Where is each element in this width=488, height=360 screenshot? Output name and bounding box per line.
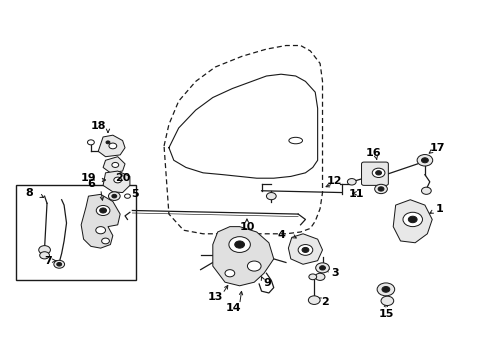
Text: 8: 8 <box>25 188 33 198</box>
Text: 11: 11 <box>348 189 364 199</box>
Circle shape <box>374 184 386 194</box>
Text: 1: 1 <box>435 204 443 214</box>
Text: 20: 20 <box>115 173 130 183</box>
Circle shape <box>124 194 130 198</box>
Bar <box>16 185 136 280</box>
Circle shape <box>102 238 109 244</box>
Text: 14: 14 <box>225 303 241 313</box>
Circle shape <box>298 244 312 255</box>
Text: 13: 13 <box>207 292 223 302</box>
Polygon shape <box>103 171 130 193</box>
Circle shape <box>377 187 383 191</box>
Polygon shape <box>103 157 125 173</box>
Circle shape <box>106 141 110 144</box>
Text: 3: 3 <box>330 268 338 278</box>
Circle shape <box>315 263 329 273</box>
Text: 15: 15 <box>377 309 393 319</box>
Circle shape <box>39 246 50 254</box>
Polygon shape <box>392 200 431 243</box>
Circle shape <box>371 168 384 177</box>
Circle shape <box>266 193 276 200</box>
Circle shape <box>57 262 61 266</box>
Circle shape <box>402 212 422 226</box>
Text: 6: 6 <box>87 179 95 189</box>
Circle shape <box>96 226 105 234</box>
Circle shape <box>247 261 261 271</box>
Polygon shape <box>212 226 273 286</box>
Circle shape <box>407 216 416 223</box>
Circle shape <box>346 179 355 185</box>
Circle shape <box>315 273 325 280</box>
Text: 9: 9 <box>263 278 270 288</box>
Text: 2: 2 <box>321 297 328 307</box>
Ellipse shape <box>288 137 302 144</box>
Text: 19: 19 <box>81 173 96 183</box>
Text: 5: 5 <box>131 189 138 199</box>
Circle shape <box>376 283 394 296</box>
Circle shape <box>109 143 117 149</box>
Circle shape <box>112 162 119 167</box>
Text: 7: 7 <box>44 256 52 266</box>
Circle shape <box>108 192 120 201</box>
Text: 12: 12 <box>326 176 342 186</box>
Circle shape <box>421 187 430 194</box>
Text: 16: 16 <box>365 148 381 158</box>
Circle shape <box>96 206 110 216</box>
Text: 17: 17 <box>428 143 444 153</box>
Polygon shape <box>81 194 120 248</box>
Circle shape <box>308 296 320 305</box>
Circle shape <box>308 274 316 280</box>
Circle shape <box>380 296 393 306</box>
Circle shape <box>319 266 325 270</box>
Circle shape <box>421 158 427 163</box>
Circle shape <box>114 177 122 183</box>
Text: 18: 18 <box>90 121 106 131</box>
Text: 4: 4 <box>277 230 285 240</box>
Text: 10: 10 <box>239 222 254 231</box>
Circle shape <box>54 260 64 268</box>
Polygon shape <box>288 234 322 264</box>
Circle shape <box>234 241 244 248</box>
Circle shape <box>40 252 49 259</box>
Circle shape <box>416 154 432 166</box>
Circle shape <box>100 208 106 213</box>
Polygon shape <box>98 135 125 157</box>
Circle shape <box>87 140 94 145</box>
Circle shape <box>228 237 250 252</box>
Circle shape <box>112 194 117 198</box>
Circle shape <box>375 171 381 175</box>
FancyBboxPatch shape <box>361 162 387 185</box>
Circle shape <box>381 287 389 292</box>
Circle shape <box>224 270 234 277</box>
Circle shape <box>302 247 308 252</box>
